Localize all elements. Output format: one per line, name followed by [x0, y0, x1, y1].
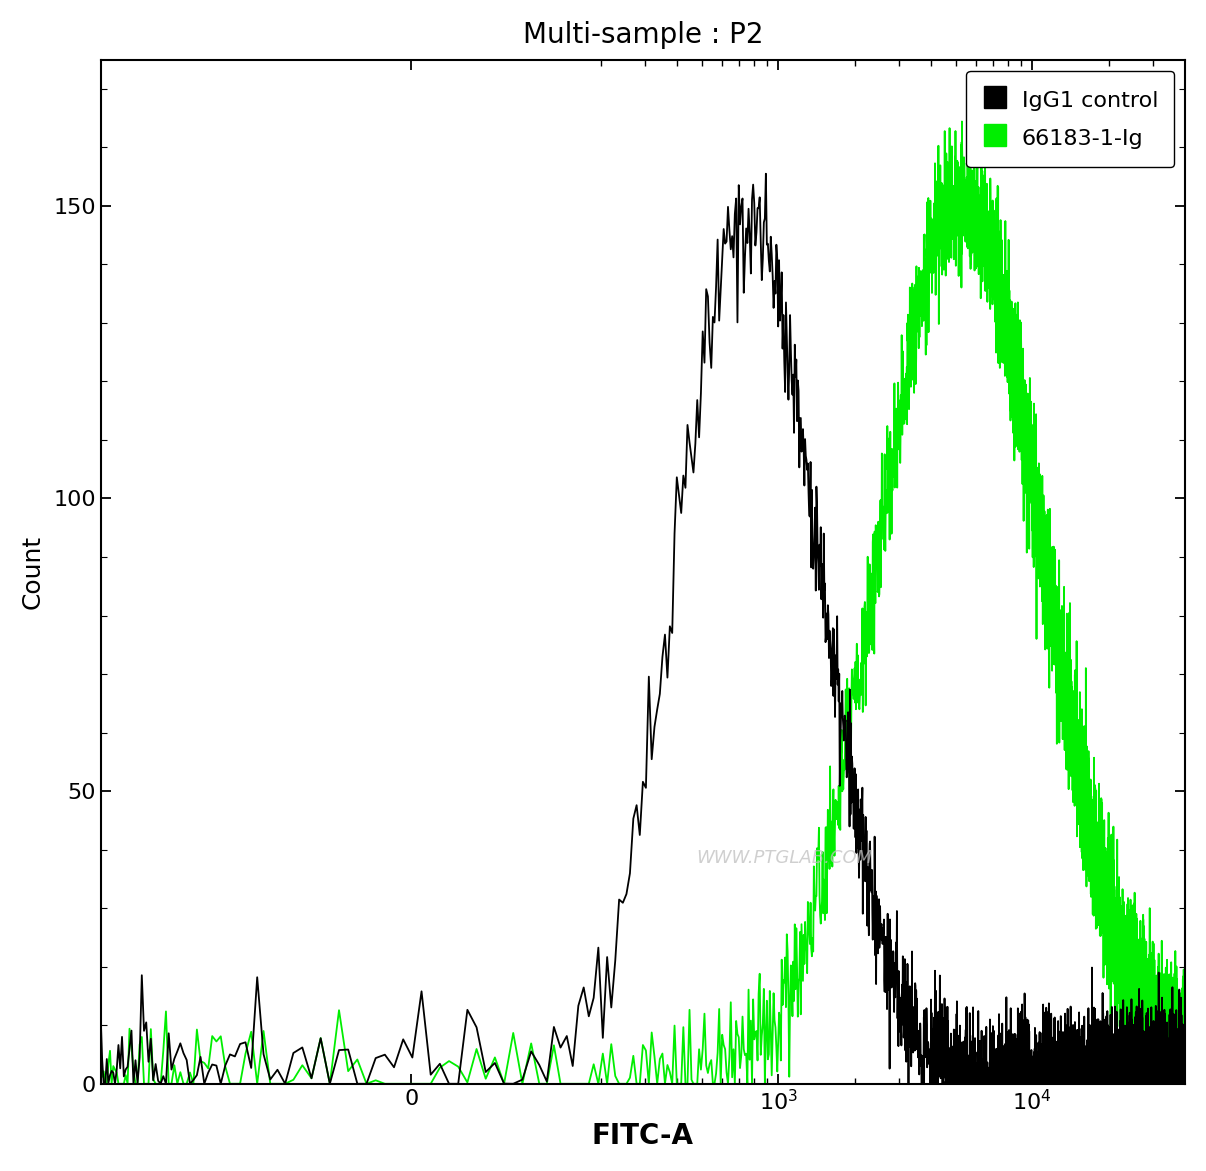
Text: WWW.PTGLAB.COM: WWW.PTGLAB.COM	[696, 849, 872, 868]
X-axis label: FITC-A: FITC-A	[592, 1122, 693, 1150]
Legend: IgG1 control, 66183-1-Ig: IgG1 control, 66183-1-Ig	[966, 70, 1175, 167]
Y-axis label: Count: Count	[21, 535, 45, 609]
Title: Multi-sample : P2: Multi-sample : P2	[522, 21, 763, 49]
